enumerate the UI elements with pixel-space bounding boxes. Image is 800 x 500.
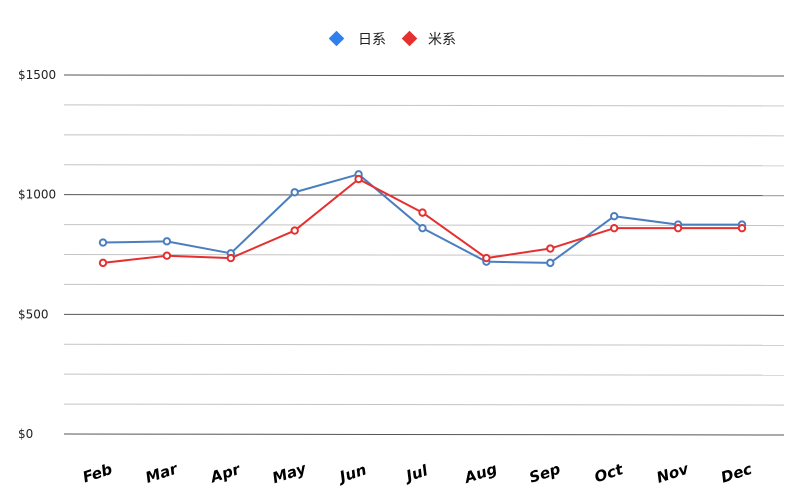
- data-point[interactable]: [162, 251, 172, 260]
- data-point[interactable]: [98, 258, 108, 268]
- data-point[interactable]: [546, 258, 555, 268]
- x-tick-label: Oct: [592, 460, 626, 486]
- major-gridline: [63, 433, 785, 436]
- x-tick-label: Nov: [654, 459, 692, 487]
- data-point[interactable]: [354, 174, 363, 184]
- data-point[interactable]: [737, 223, 747, 233]
- data-point[interactable]: [673, 223, 683, 233]
- y-tick-label: $1500: [18, 68, 56, 82]
- data-point[interactable]: [482, 253, 491, 263]
- data-point[interactable]: [290, 226, 299, 235]
- minor-gridline: [63, 134, 785, 137]
- x-tick-label: Feb: [80, 460, 114, 486]
- legend-marker-series-1: [401, 30, 418, 47]
- minor-gridline: [63, 343, 785, 346]
- data-point[interactable]: [418, 208, 427, 217]
- series-group: [98, 170, 747, 268]
- data-point[interactable]: [226, 253, 236, 263]
- series-0: [98, 170, 747, 268]
- major-gridline: [63, 194, 785, 197]
- y-tick-label: $500: [18, 307, 49, 321]
- legend-label-series-0: 日系: [358, 32, 386, 48]
- minor-gridline: [63, 403, 785, 406]
- x-tick-label: Aug: [461, 460, 499, 488]
- minor-gridline: [63, 283, 785, 286]
- data-point[interactable]: [546, 244, 555, 253]
- data-point[interactable]: [162, 237, 172, 246]
- legend-item-series-1[interactable]: 米系: [401, 30, 456, 48]
- grid-lines: [63, 74, 785, 436]
- minor-gridline: [63, 164, 785, 167]
- legend: 日系 米系: [328, 30, 456, 48]
- legend-label-series-1: 米系: [428, 32, 456, 48]
- x-tick-label: Apr: [207, 460, 243, 487]
- minor-gridline: [63, 254, 785, 256]
- data-point[interactable]: [418, 223, 427, 233]
- y-tick-label: $1000: [18, 188, 56, 202]
- data-point[interactable]: [610, 223, 619, 233]
- x-axis-ticks: Feb Mar Apr May Jun Jul Aug Sep Oct Nov Dec: [80, 459, 754, 487]
- x-tick-label: Dec: [719, 460, 755, 487]
- data-point[interactable]: [610, 212, 619, 221]
- data-point[interactable]: [98, 238, 108, 247]
- major-gridline: [63, 74, 785, 77]
- x-tick-label: Jun: [335, 461, 369, 487]
- data-point[interactable]: [290, 188, 299, 197]
- series-line-0: [102, 173, 742, 264]
- legend-item-series-0[interactable]: 日系: [328, 30, 386, 48]
- minor-gridline: [63, 373, 785, 376]
- x-tick-label: Jul: [401, 461, 431, 486]
- y-tick-label: $0: [18, 427, 33, 441]
- x-tick-label: Mar: [143, 459, 181, 487]
- major-gridline: [63, 313, 785, 316]
- legend-marker-series-0: [328, 30, 345, 47]
- x-tick-label: Sep: [527, 460, 563, 487]
- minor-gridline: [63, 104, 785, 107]
- x-tick-label: May: [270, 459, 309, 487]
- y-axis-ticks: $0 $500 $1000 $1500: [18, 68, 56, 441]
- series-1: [98, 174, 747, 268]
